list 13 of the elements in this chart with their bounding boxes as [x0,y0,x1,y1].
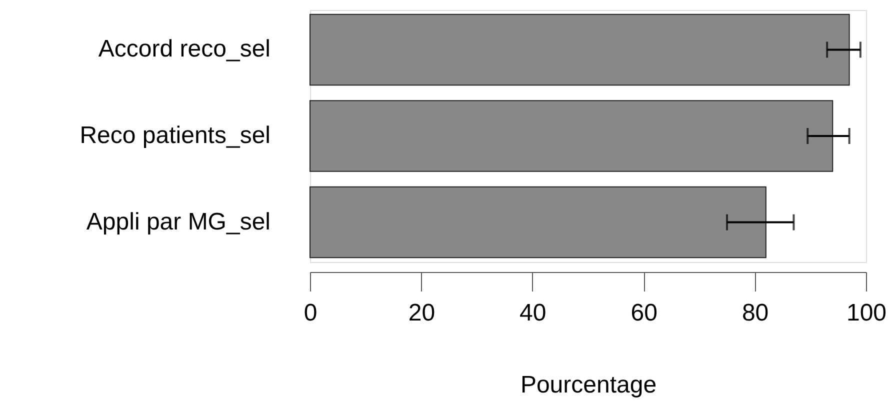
y-tick-label: Reco patients_sel [80,122,270,149]
x-tick-label: 80 [742,300,769,326]
bar [310,100,834,172]
x-tick-label: 40 [520,300,546,326]
bar [310,186,766,258]
y-tick-label: Accord reco_sel [98,36,270,63]
bar [310,14,850,86]
y-tick-label: Appli par MG_sel [86,208,270,236]
x-tick-label: 100 [846,300,887,326]
x-axis-title: Pourcentage [520,372,657,398]
x-tick-label: 20 [408,300,436,326]
x-tick-label: 60 [630,300,658,326]
x-tick-label: 0 [304,300,318,326]
